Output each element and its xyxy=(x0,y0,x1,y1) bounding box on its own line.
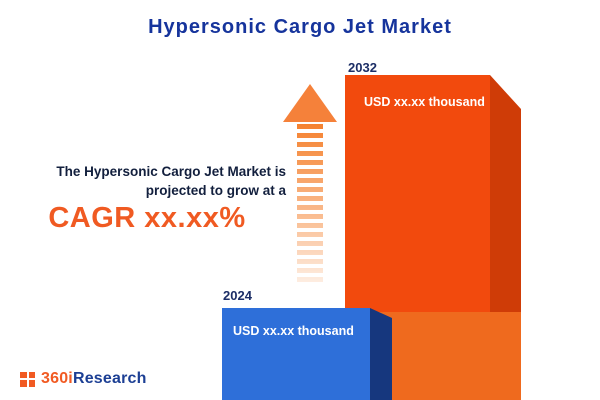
growth-arrow-shaft-icon xyxy=(297,124,323,286)
bar-2024-side xyxy=(370,308,392,400)
bar-2032-value-label: USD xx.xx thousand xyxy=(364,95,485,109)
logo-square xyxy=(20,371,27,378)
logo-text-prefix: 360i xyxy=(41,370,73,387)
growth-arrow-head-icon xyxy=(283,84,337,122)
description-line-2: projected to grow at a xyxy=(145,183,286,198)
brand-logo: 360iResearch xyxy=(20,370,147,388)
logo-square xyxy=(28,371,35,378)
logo-text-suffix: Research xyxy=(72,370,147,387)
logo-text: 360iResearch xyxy=(41,370,147,388)
bar-2032-year-label: 2032 xyxy=(348,60,377,75)
page-title: Hypersonic Cargo Jet Market xyxy=(148,16,452,38)
cagr-highlight: CAGR xx.xx% xyxy=(48,202,246,234)
description-text: The Hypersonic Cargo Jet Market is proje… xyxy=(8,162,286,200)
logo-square xyxy=(20,380,27,387)
description-line-1: The Hypersonic Cargo Jet Market is xyxy=(56,164,286,179)
bar-2024-year-label: 2024 xyxy=(223,288,252,303)
logo-square xyxy=(28,380,35,387)
bar-2032-overlap-shade xyxy=(370,312,521,400)
bar-2024-value-label: USD xx.xx thousand xyxy=(233,324,354,338)
logo-squares-icon xyxy=(20,371,35,387)
bar-2024-front xyxy=(222,308,370,400)
